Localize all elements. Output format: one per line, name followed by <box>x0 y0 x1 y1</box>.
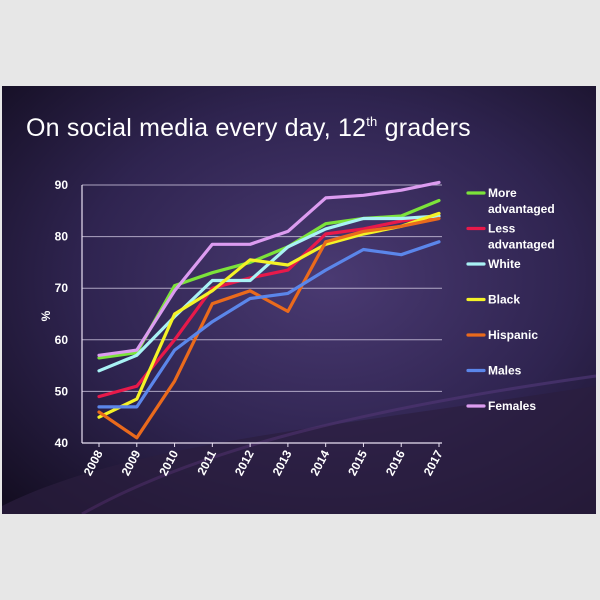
line-chart: 40 50 60 70 80 90% 2008 2009 2010 2011 2012 2013 201… <box>39 178 555 478</box>
legend-label-males: Males <box>488 364 522 378</box>
legend-label-white: White <box>488 257 521 271</box>
x-tick-label-2011: 2011 <box>194 448 219 478</box>
series-line-females <box>97 180 441 357</box>
title-end: graders <box>377 114 471 142</box>
legend-label-more-advantaged-line-2: advantaged <box>488 202 555 216</box>
legend-label-females: Females <box>488 399 536 413</box>
y-tick-label-80: 80 <box>55 230 69 244</box>
series-line-males <box>97 240 441 409</box>
x-tick-label-2010: 2010 <box>156 448 181 478</box>
chart-legend: More advantaged Less advantaged White Black Hi… <box>466 186 555 413</box>
x-tick-label-2009: 2009 <box>119 448 144 478</box>
x-tick-label-2012: 2012 <box>232 448 257 478</box>
slide: On social media every day, 12th graders … <box>2 86 596 514</box>
y-tick-label-70: 70 <box>55 281 69 295</box>
title-superscript: th <box>366 114 378 129</box>
title-main: On social media every day, 12 <box>26 114 367 142</box>
y-tick-label-50: 50 <box>55 384 69 398</box>
y-tick-label-90: 90 <box>55 178 69 192</box>
slide-title: On social media every day, 12th graders <box>26 114 471 143</box>
x-tick-label-2017: 2017 <box>421 448 446 478</box>
y-tick-label-60: 60 <box>55 333 69 347</box>
x-tick-label-2016: 2016 <box>383 448 408 478</box>
legend-label-less-advantaged-line-2: advantaged <box>488 238 555 252</box>
x-tick-label-2015: 2015 <box>345 448 370 478</box>
x-tick-label-2013: 2013 <box>270 448 295 478</box>
series-line-hispanic <box>97 216 441 440</box>
chart-series <box>97 180 441 440</box>
x-tick-label-2008: 2008 <box>81 448 106 478</box>
y-tick-label-40: 40 <box>55 436 69 450</box>
x-tick-label-2014: 2014 <box>307 448 332 478</box>
legend-label-more-advantaged-line-1: More <box>488 186 517 200</box>
legend-label-black: Black <box>488 293 520 307</box>
legend-label-hispanic: Hispanic <box>488 328 538 342</box>
y-axis-label: % <box>39 310 53 321</box>
legend-label-less-advantaged-line-1: Less <box>488 222 516 236</box>
series-line-less-advantaged <box>97 214 441 399</box>
